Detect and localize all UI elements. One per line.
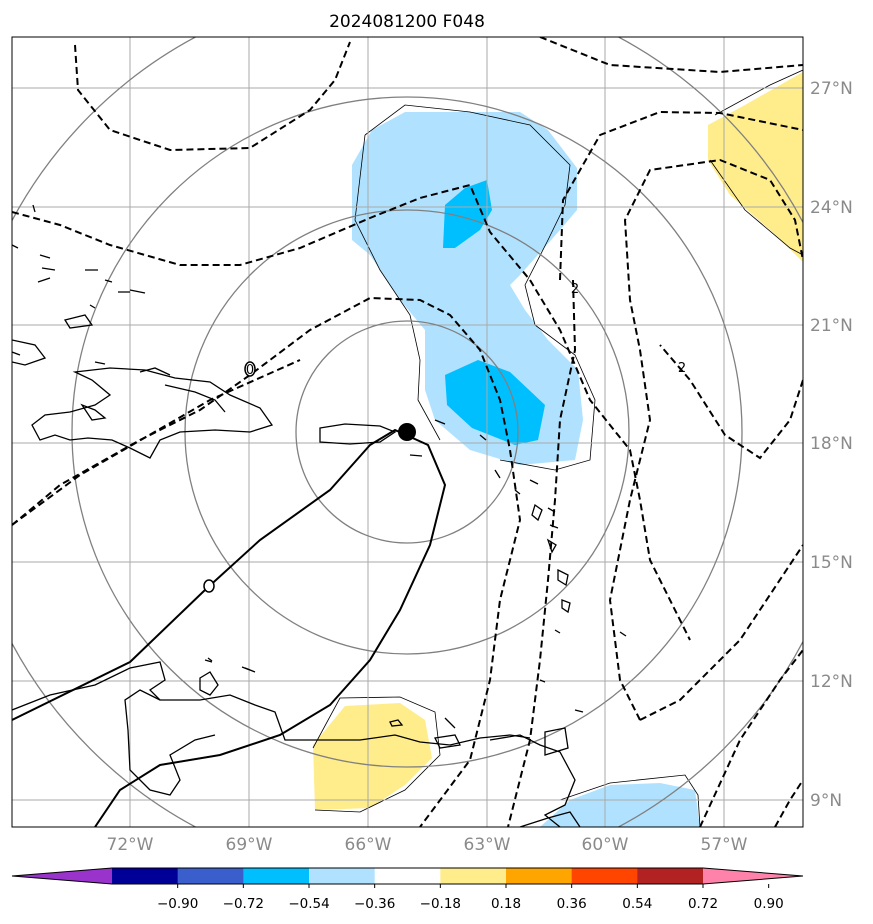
outline-se xyxy=(559,774,701,827)
contour-labels: 0 2 2 xyxy=(203,282,686,593)
colorbar-segment xyxy=(309,868,376,884)
contour-top-left xyxy=(74,41,351,152)
colorbar-extend-high xyxy=(703,868,803,884)
colorbar-outline xyxy=(11,867,804,885)
colorbar-label: −0.54 xyxy=(288,896,329,912)
colorbar-label: 0.72 xyxy=(688,896,718,912)
colorbar-extend-low xyxy=(12,868,112,884)
colorbar-segment xyxy=(440,868,507,884)
contour-storm-track xyxy=(12,359,301,526)
figure-title: 2024081200 F048 xyxy=(329,12,485,32)
contour-se-2 xyxy=(699,649,803,827)
lon-label-72w: 72°W xyxy=(107,835,154,855)
shaded-regions xyxy=(313,72,803,827)
lat-label-15n: 15°N xyxy=(810,553,853,573)
lat-label-18n: 18°N xyxy=(810,434,853,454)
lat-lon-grid xyxy=(12,37,803,827)
colorbar-segment xyxy=(177,868,244,884)
colorbar-label: −0.36 xyxy=(354,896,395,912)
trinidad-delta xyxy=(489,727,576,827)
storm-center-marker xyxy=(398,423,416,441)
outline-north xyxy=(364,104,596,471)
lat-label-24n: 24°N xyxy=(810,198,853,218)
range-ring-3 xyxy=(71,96,743,768)
light-yellow-anomaly-ne xyxy=(708,72,803,262)
colorbar-label: 0.18 xyxy=(491,896,521,912)
contour-label-2b: 2 xyxy=(678,361,686,376)
colorbar-segment xyxy=(637,868,704,884)
contour-se-1 xyxy=(639,544,803,721)
anomaly-outlines xyxy=(312,69,803,827)
range-ring-1 xyxy=(295,320,519,544)
lon-label-69w: 69°W xyxy=(226,835,273,855)
contour-label-zero: 0 xyxy=(246,363,254,378)
colorbar-label: −0.18 xyxy=(420,896,461,912)
latitude-labels: 9°N 12°N 15°N 18°N 21°N 24°N 27°N xyxy=(810,79,853,811)
puerto-rico-coast xyxy=(319,423,397,445)
contour-ne-loop xyxy=(559,110,803,281)
outline-ne xyxy=(709,69,803,256)
lon-label-57w: 57°W xyxy=(701,835,748,855)
contour-label-2a: 2 xyxy=(571,282,579,297)
colorbar-label: 0.36 xyxy=(557,896,587,912)
contour-east-long xyxy=(507,279,577,827)
solid-contour-track xyxy=(12,428,447,827)
bahamas-islands xyxy=(12,204,146,365)
cuba-fragment xyxy=(12,339,47,366)
contour-east-oval xyxy=(608,158,803,721)
colorbar-segment xyxy=(243,868,310,884)
colorbar-label: 0.54 xyxy=(622,896,652,912)
lat-label-9n: 9°N xyxy=(810,791,842,811)
contour-se-3 xyxy=(774,779,803,827)
map-frame xyxy=(11,36,804,828)
light-blue-anomaly-north xyxy=(352,112,583,465)
lon-label-63w: 63°W xyxy=(464,835,511,855)
colorbar-label: −0.72 xyxy=(223,896,264,912)
dashed-contours xyxy=(12,37,803,827)
hispaniola-south xyxy=(80,367,226,421)
lon-label-60w: 60°W xyxy=(582,835,629,855)
deep-sky-anomaly-upper xyxy=(443,180,492,248)
lat-label-12n: 12°N xyxy=(810,672,853,692)
colorbar-label: 0.90 xyxy=(754,896,784,912)
lat-label-21n: 21°N xyxy=(810,316,853,336)
colorbar: −0.90 −0.72 −0.54 −0.36 −0.18 0.18 0.36 0.54 0.7… xyxy=(11,867,804,912)
colorbar-segment xyxy=(112,868,179,884)
lat-label-27n: 27°N xyxy=(810,79,853,99)
light-yellow-anomaly-south xyxy=(313,703,432,810)
aruba-curacao xyxy=(204,659,251,671)
outline-north-west xyxy=(354,134,441,441)
light-blue-anomaly-se xyxy=(540,783,700,827)
venezuela-coast xyxy=(12,661,531,746)
colorbar-label: −0.90 xyxy=(157,896,198,912)
margarita-trinidad xyxy=(389,717,461,749)
contour-west-lower xyxy=(12,296,522,827)
solid-contours xyxy=(12,428,447,827)
contour-east-outer xyxy=(659,344,803,460)
lon-label-66w: 66°W xyxy=(345,835,392,855)
jamaica-coast xyxy=(12,351,21,356)
guyana-coast xyxy=(519,811,581,827)
coastlines xyxy=(12,204,627,827)
contour-top-right xyxy=(539,37,803,74)
colorbar-segment xyxy=(506,868,573,884)
longitude-labels: 72°W 69°W 66°W 63°W 60°W 57°W xyxy=(107,835,748,855)
lesser-antilles xyxy=(494,469,627,713)
hispaniola-coast xyxy=(31,367,274,459)
contour-west-arc xyxy=(12,183,691,641)
colorbar-segment xyxy=(571,868,638,884)
map-area: 0 2 2 xyxy=(12,37,803,827)
venezuela-inland xyxy=(124,689,216,796)
colorbar-segment xyxy=(374,868,441,884)
deep-sky-anomaly-lower xyxy=(445,360,545,445)
